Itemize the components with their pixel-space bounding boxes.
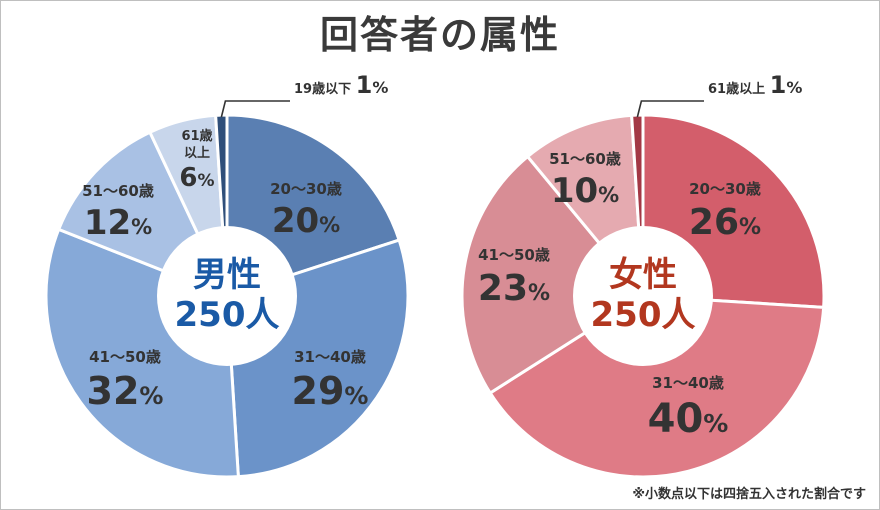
slice-label: 41～50歳: [89, 348, 161, 366]
pie-slice: [460, 154, 646, 396]
slice-value: 26%: [689, 202, 761, 243]
slice-value: 12%: [84, 203, 152, 243]
center-label: 女性: [609, 255, 677, 295]
slice-label: 19歳以下 1%: [294, 71, 388, 99]
slice-value: 10%: [551, 171, 619, 211]
slice-label: 51～60歳: [549, 150, 621, 168]
slice-label: 20～30歳: [689, 180, 761, 198]
slice-value: 32%: [87, 369, 164, 413]
slice-value: 23%: [478, 268, 550, 309]
slice-value: 6%: [179, 163, 214, 193]
leader-line: [220, 100, 290, 118]
donut-hole: [573, 226, 713, 366]
slice-value: 20%: [272, 201, 340, 241]
center-value: 250人: [591, 295, 696, 335]
center-value: 250人: [175, 295, 280, 335]
footnote: ※小数点以下は四捨五入された割合です: [632, 487, 866, 502]
slice-label: 51～60歳: [82, 182, 154, 200]
leader-line: [636, 100, 704, 118]
slice-label: 41～50歳: [478, 246, 550, 264]
slice-label: 61歳以上 1%: [708, 71, 802, 99]
slice-label: 以上: [184, 146, 210, 161]
page-title: 回答者の属性: [319, 13, 560, 57]
slice-label: 20～30歳: [270, 180, 342, 198]
slice-label: 61歳: [181, 128, 212, 144]
slice-label: 31～40歳: [294, 348, 366, 366]
center-label: 男性: [193, 255, 261, 295]
slice-value: 29%: [292, 369, 369, 413]
slice-label: 31～40歳: [652, 374, 724, 392]
slice-value: 40%: [648, 396, 729, 442]
donut-hole: [157, 226, 297, 366]
